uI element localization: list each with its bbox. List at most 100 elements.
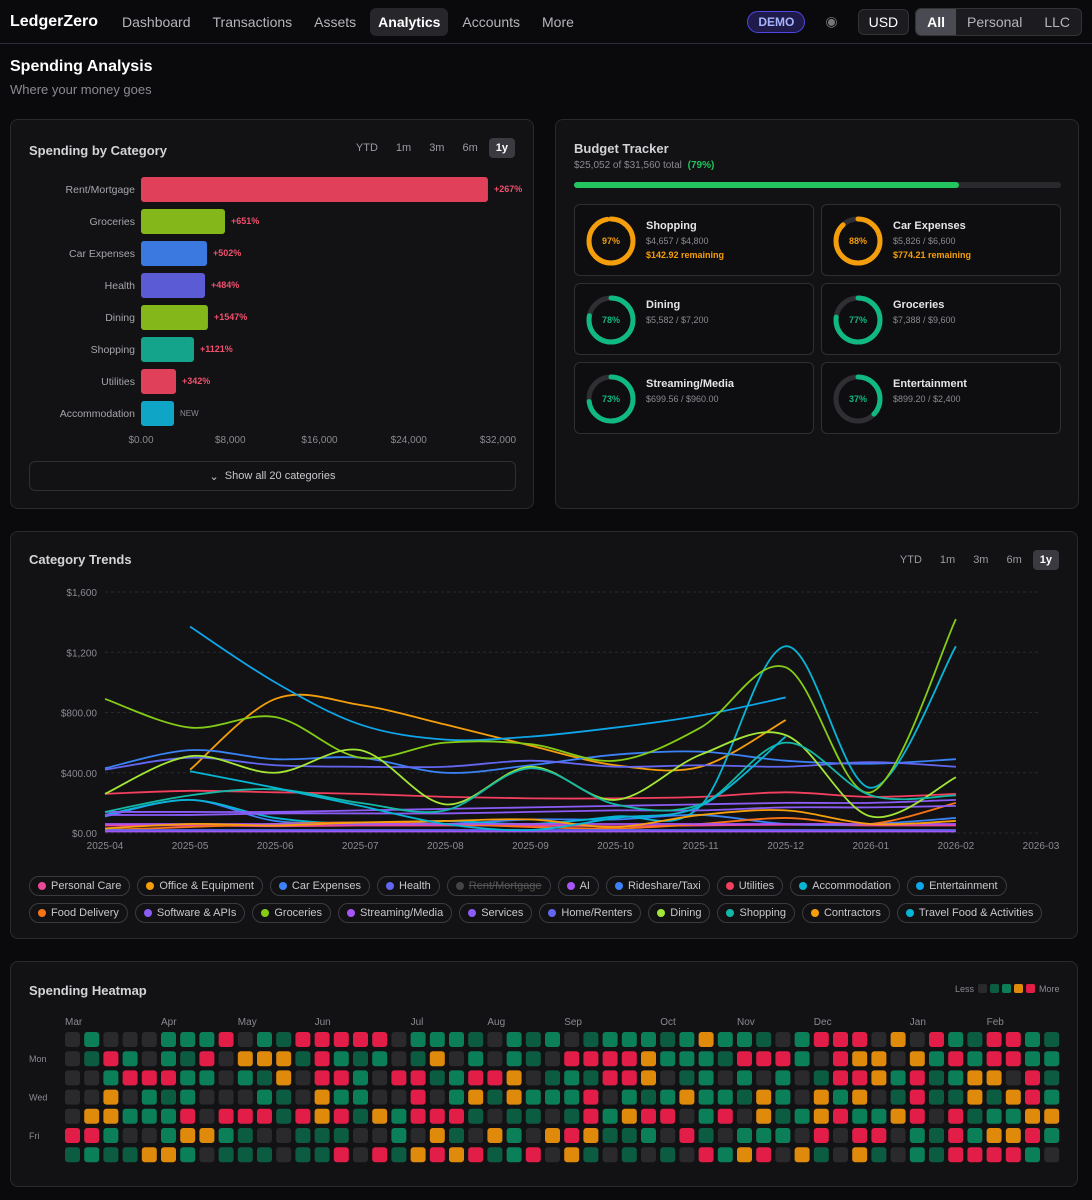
- heat-cell: [948, 1032, 964, 1047]
- range-option[interactable]: YTD: [355, 142, 378, 154]
- heat-cell: [929, 1147, 944, 1163]
- legend-item[interactable]: Rideshare/Taxi: [605, 876, 710, 896]
- scope-option[interactable]: All: [916, 8, 957, 35]
- currency-select[interactable]: USD: [857, 8, 910, 35]
- legend-label: Dining: [670, 907, 702, 919]
- heat-cell: [487, 1070, 503, 1086]
- heat-cell: [833, 1128, 848, 1143]
- heat-cell: [391, 1108, 407, 1124]
- legend-item[interactable]: Utilities: [716, 876, 784, 896]
- legend-item[interactable]: Contractors: [801, 903, 890, 923]
- range-option[interactable]: 6m: [1006, 554, 1022, 566]
- range-option[interactable]: 1m: [395, 142, 412, 154]
- show-all-button[interactable]: ⌄ Show all 20 categories: [29, 461, 516, 491]
- budget-name: Dining: [646, 299, 681, 311]
- legend-item[interactable]: Travel Food & Activities: [896, 903, 1043, 923]
- heat-cell: [948, 1070, 964, 1086]
- heat-cell: [756, 1128, 772, 1143]
- nav-item[interactable]: Analytics: [370, 7, 449, 36]
- range-option[interactable]: 3m: [973, 554, 989, 566]
- bar: [141, 337, 194, 362]
- legend-item[interactable]: Accommodation: [790, 876, 901, 896]
- ring-fill: [586, 295, 636, 345]
- legend-item[interactable]: Entertainment: [907, 876, 1007, 896]
- brand[interactable]: LedgerZero: [10, 12, 99, 30]
- month-label: Jan: [910, 1017, 926, 1028]
- button-label: Show all 20 categories: [224, 470, 336, 482]
- range-option[interactable]: 1m: [939, 554, 956, 566]
- heat-cell: [929, 1051, 944, 1067]
- heat-cell: [103, 1128, 119, 1143]
- legend-item[interactable]: Shopping: [717, 903, 795, 923]
- heat-cell: [276, 1108, 292, 1124]
- heat-cell: [717, 1108, 733, 1124]
- bar: [141, 305, 208, 330]
- heat-cell: [295, 1070, 311, 1086]
- budget-name: Streaming/Media: [646, 378, 735, 390]
- heat-cell: [391, 1089, 407, 1105]
- heat-cell: [602, 1051, 618, 1067]
- heat-cell: [257, 1089, 272, 1105]
- range-option[interactable]: YTD: [899, 554, 922, 566]
- heat-cell: [122, 1128, 138, 1143]
- legend-swatch: [566, 882, 575, 890]
- legend-item[interactable]: Streaming/Media: [338, 903, 453, 923]
- heat-cell: [986, 1147, 1002, 1163]
- category-label: Car Expenses: [69, 248, 135, 260]
- heat-cell: [660, 1108, 676, 1124]
- legend-item[interactable]: Services: [459, 903, 533, 923]
- heat-cell: [871, 1108, 887, 1124]
- heat-cell: [84, 1147, 100, 1163]
- legend-item[interactable]: Groceries: [252, 903, 332, 923]
- legend-item[interactable]: Food Delivery: [29, 903, 128, 923]
- trends-card: Category Trends YTD 1m 3m 6m 1y $0.00 $400.00…: [10, 531, 1078, 939]
- range-option[interactable]: 3m: [429, 142, 445, 154]
- heat-cell: [180, 1070, 196, 1086]
- heat-cell: [1044, 1051, 1060, 1067]
- heat-cell: [621, 1108, 637, 1124]
- heat-cell: [813, 1089, 829, 1105]
- heat-cell: [986, 1089, 1002, 1105]
- heat-cell: [621, 1051, 637, 1067]
- x-tick-label: 2025-05: [172, 841, 209, 852]
- nav-item[interactable]: Assets: [314, 13, 357, 30]
- scope-option[interactable]: LLC: [1044, 13, 1070, 30]
- heat-cell: [429, 1051, 445, 1067]
- legend-item[interactable]: Software & APIs: [134, 903, 246, 923]
- range-option[interactable]: 1y: [488, 138, 515, 158]
- range-option[interactable]: 1y: [1032, 550, 1059, 570]
- nav-item[interactable]: Dashboard: [122, 13, 191, 30]
- heat-cell: [141, 1070, 157, 1086]
- heat-cell: [506, 1051, 522, 1067]
- heat-cell: [65, 1032, 80, 1047]
- heat-cell: [161, 1108, 176, 1124]
- legend-label: Groceries: [274, 907, 323, 919]
- nav-item[interactable]: Transactions: [212, 13, 293, 30]
- heat-cell: [103, 1089, 119, 1105]
- heat-cell: [545, 1128, 560, 1143]
- heat-cell: [122, 1147, 138, 1163]
- legend-item[interactable]: AI: [557, 876, 599, 896]
- nav-item[interactable]: Accounts: [462, 13, 520, 30]
- legend-item[interactable]: Health: [377, 876, 440, 896]
- legend-item[interactable]: Car Expenses: [269, 876, 370, 896]
- legend-item[interactable]: Office & Equipment: [137, 876, 263, 896]
- legend-item[interactable]: Dining: [648, 903, 711, 923]
- legend-item[interactable]: Personal Care: [29, 876, 131, 896]
- series-line: [104, 809, 956, 830]
- heat-cell: [583, 1032, 599, 1047]
- heat-cell: [813, 1128, 829, 1143]
- budget-item: 77% Groceries $7,388 / $9,600: [821, 283, 1061, 355]
- heat-cell: [525, 1128, 541, 1143]
- x-tick-label: $0.00: [128, 435, 153, 446]
- heat-cell: [506, 1089, 522, 1105]
- heat-cell: [410, 1147, 426, 1163]
- legend-item[interactable]: Rent/Mortgage: [446, 876, 551, 896]
- heat-cell: [103, 1147, 119, 1163]
- legend-item[interactable]: Home/Renters: [539, 903, 642, 923]
- range-option[interactable]: 6m: [462, 142, 478, 154]
- nav-item[interactable]: More: [542, 13, 574, 30]
- heat-cell: [199, 1032, 215, 1047]
- day-label: Wed: [29, 1093, 47, 1103]
- scope-option[interactable]: Personal: [967, 13, 1023, 30]
